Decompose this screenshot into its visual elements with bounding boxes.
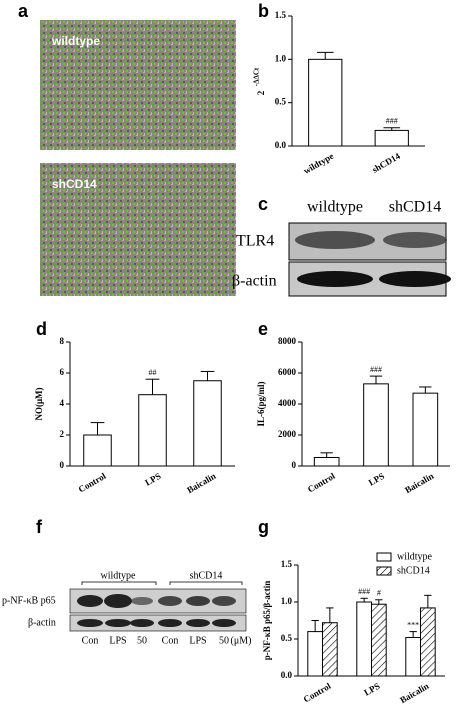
panel-label: d [36, 319, 47, 339]
bar [371, 603, 387, 677]
y-tick-label: 1.5 [275, 10, 287, 20]
y-tick-label: 0.0 [275, 140, 287, 150]
y-tick-label: 2 [60, 429, 65, 439]
bar [322, 622, 338, 677]
y-axis-label-sup: -ΔΔCt [253, 67, 261, 86]
micrograph [40, 163, 236, 296]
y-tick-label: 0.5 [275, 97, 287, 107]
x-tick-label: Baicalin [398, 681, 430, 705]
panel-label: a [18, 1, 29, 21]
y-tick-label: 4000 [278, 398, 297, 408]
x-tick-label: LPS [362, 681, 381, 698]
y-tick-label: 0 [292, 460, 297, 470]
band [383, 232, 447, 248]
micrograph [40, 20, 236, 150]
legend-swatch [376, 552, 392, 562]
lane-label: 50 [219, 635, 229, 646]
x-tick-label: Control [306, 471, 337, 495]
y-tick-label: 4 [60, 398, 65, 408]
significance: ### [358, 587, 370, 596]
y-tick-label: 1.5 [281, 559, 293, 569]
y-tick-label: 6000 [278, 367, 297, 377]
x-tick-label: shCD14 [370, 151, 402, 175]
lane-label: Con [162, 635, 179, 646]
lane-label: LPS [189, 635, 206, 646]
lane-label: Con [82, 635, 99, 646]
image-label: wildtype [51, 34, 100, 48]
lane-label: 50 [137, 635, 147, 646]
y-tick-label: 1.0 [275, 53, 287, 63]
lane-label: LPS [109, 635, 126, 646]
bar [405, 637, 421, 677]
bar [138, 394, 167, 467]
x-tick-label: LPS [143, 471, 162, 488]
blot-row: p-NF-κB p65 [2, 595, 56, 606]
panel-label: c [258, 194, 268, 214]
panel-label: f [36, 517, 43, 537]
blot-row: β-actin [232, 273, 277, 290]
y-tick-label: 8 [60, 336, 65, 346]
lane-unit: (μM) [231, 635, 252, 646]
legend-label: wildtype [397, 551, 433, 562]
blot-column: wildtype [307, 199, 363, 216]
x-tick-label: LPS [367, 471, 386, 488]
significance: *** [407, 620, 419, 629]
bar [193, 380, 222, 467]
legend-swatch [376, 566, 392, 576]
image-label: shCD14 [52, 177, 97, 191]
bar [308, 58, 343, 147]
blot-row: TLR4 [236, 233, 274, 250]
y-axis-label: NO(μM) [34, 387, 44, 420]
bracket [81, 581, 243, 585]
x-tick-label: wildtype [302, 151, 336, 176]
bar [313, 456, 340, 467]
significance: ### [370, 365, 382, 374]
panel-label: g [258, 517, 269, 537]
bar [307, 631, 323, 677]
bar [83, 434, 112, 467]
band [295, 231, 375, 249]
blot-group: wildtype [101, 570, 137, 581]
legend-label: shCD14 [397, 565, 430, 576]
band [379, 271, 451, 287]
x-tick-label: Control [302, 681, 333, 705]
y-tick-label: 6 [60, 367, 65, 377]
y-tick-label: 8000 [278, 336, 297, 346]
bands [77, 594, 236, 627]
y-tick-label: 2000 [278, 429, 297, 439]
y-axis-label: p-NF-κB p65/β-actin [262, 581, 272, 661]
blot-column: shCD14 [389, 199, 441, 216]
significance: # [377, 589, 381, 598]
blot-group: shCD14 [190, 570, 223, 581]
bar [356, 601, 372, 677]
blot-row: β-actin [28, 617, 56, 628]
y-tick-label: 0 [60, 460, 65, 470]
y-tick-label: 1.0 [281, 596, 293, 606]
y-tick-label: 0.5 [281, 633, 293, 643]
bar [412, 392, 439, 467]
panel-label: e [258, 319, 268, 339]
band [297, 271, 373, 287]
significance: ### [386, 117, 398, 126]
significance: ## [149, 368, 157, 377]
x-tick-label: Baicalin [185, 471, 217, 495]
bar [374, 129, 409, 147]
bar [363, 383, 389, 467]
x-tick-label: Control [77, 471, 108, 495]
y-axis-label: 2 [256, 90, 266, 95]
x-tick-label: Baicalin [403, 471, 435, 495]
panel-label: b [258, 1, 269, 21]
bar [420, 607, 436, 677]
y-axis-label: IL-6(pg/ml) [256, 381, 266, 426]
y-tick-label: 0.0 [281, 670, 293, 680]
